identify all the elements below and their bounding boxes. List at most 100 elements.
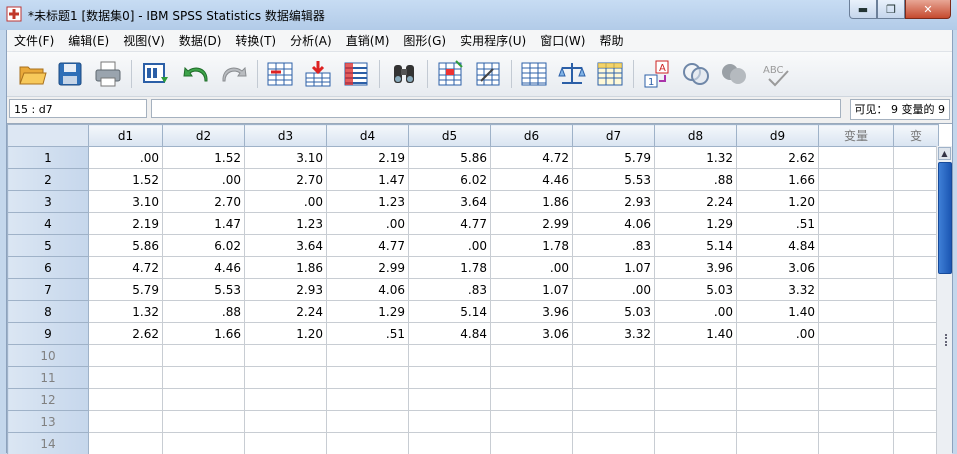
data-cell[interactable]: .00 — [409, 235, 491, 257]
empty-cell[interactable] — [737, 345, 819, 367]
column-header-d6[interactable]: d6 — [491, 125, 573, 147]
row-header[interactable]: 9 — [8, 323, 89, 345]
data-cell[interactable]: 4.46 — [163, 257, 245, 279]
empty-cell[interactable] — [655, 433, 737, 454]
spss-app-icon[interactable] — [6, 6, 22, 22]
empty-cell[interactable] — [163, 345, 245, 367]
empty-cell[interactable] — [819, 235, 894, 257]
data-cell[interactable]: 5.03 — [573, 301, 655, 323]
empty-cell[interactable] — [491, 367, 573, 389]
variables-icon[interactable] — [339, 58, 373, 90]
menu-graphs[interactable]: 图形(G) — [396, 32, 453, 49]
empty-cell[interactable] — [491, 411, 573, 433]
data-cell[interactable]: 5.86 — [409, 147, 491, 169]
data-cell[interactable]: .00 — [737, 323, 819, 345]
find-icon[interactable] — [387, 58, 421, 90]
data-cell[interactable]: 1.78 — [409, 257, 491, 279]
data-cell[interactable]: 2.62 — [737, 147, 819, 169]
row-header[interactable]: 5 — [8, 235, 89, 257]
vertical-scrollbar[interactable]: ▲ — [936, 146, 952, 454]
empty-cell[interactable] — [89, 433, 163, 454]
column-header-d9[interactable]: d9 — [737, 125, 819, 147]
column-header-d8[interactable]: d8 — [655, 125, 737, 147]
empty-cell[interactable] — [894, 169, 939, 191]
column-header-d5[interactable]: d5 — [409, 125, 491, 147]
data-cell[interactable]: 2.93 — [245, 279, 327, 301]
empty-cell[interactable] — [819, 191, 894, 213]
empty-cell[interactable] — [819, 147, 894, 169]
empty-cell[interactable] — [89, 411, 163, 433]
column-header-d4[interactable]: d4 — [327, 125, 409, 147]
cell-name-field[interactable]: 15 : d7 — [9, 99, 147, 118]
empty-cell[interactable] — [163, 367, 245, 389]
data-cell[interactable]: .88 — [163, 301, 245, 323]
data-cell[interactable]: .83 — [409, 279, 491, 301]
data-cell[interactable]: .00 — [573, 279, 655, 301]
spell-check-icon[interactable]: ABC — [759, 58, 793, 90]
menu-help[interactable]: 帮助 — [592, 32, 630, 49]
empty-cell[interactable] — [894, 213, 939, 235]
column-header-d3[interactable]: d3 — [245, 125, 327, 147]
data-cell[interactable]: .51 — [737, 213, 819, 235]
empty-cell[interactable] — [573, 345, 655, 367]
split-file-icon[interactable] — [517, 58, 551, 90]
empty-cell[interactable] — [894, 147, 939, 169]
data-cell[interactable]: .00 — [163, 169, 245, 191]
go-to-variable-icon[interactable] — [301, 58, 335, 90]
empty-cell[interactable] — [491, 389, 573, 411]
empty-cell[interactable] — [573, 389, 655, 411]
empty-cell[interactable] — [819, 301, 894, 323]
data-cell[interactable]: 1.23 — [245, 213, 327, 235]
data-cell[interactable]: 5.14 — [409, 301, 491, 323]
redo-icon[interactable] — [217, 58, 251, 90]
empty-cell[interactable] — [819, 257, 894, 279]
data-cell[interactable]: .00 — [491, 257, 573, 279]
data-cell[interactable]: 1.07 — [573, 257, 655, 279]
menu-transform[interactable]: 转换(T) — [228, 32, 283, 49]
data-cell[interactable]: 1.23 — [327, 191, 409, 213]
empty-cell[interactable] — [89, 389, 163, 411]
row-header[interactable]: 6 — [8, 257, 89, 279]
empty-cell[interactable] — [573, 433, 655, 454]
data-cell[interactable]: 1.32 — [89, 301, 163, 323]
empty-cell[interactable] — [89, 345, 163, 367]
data-cell[interactable]: 4.84 — [409, 323, 491, 345]
use-sets-icon[interactable] — [679, 58, 713, 90]
empty-cell[interactable] — [819, 411, 894, 433]
empty-cell[interactable] — [894, 257, 939, 279]
empty-cell[interactable] — [409, 345, 491, 367]
row-header[interactable]: 12 — [8, 389, 89, 411]
go-to-case-icon[interactable] — [263, 58, 297, 90]
corner-cell[interactable] — [8, 125, 89, 147]
data-cell[interactable]: 1.66 — [163, 323, 245, 345]
data-cell[interactable]: 6.02 — [163, 235, 245, 257]
empty-cell[interactable] — [245, 389, 327, 411]
data-cell[interactable]: .51 — [327, 323, 409, 345]
weight-cases-icon[interactable] — [555, 58, 589, 90]
data-cell[interactable]: 4.77 — [327, 235, 409, 257]
column-header-d7[interactable]: d7 — [573, 125, 655, 147]
empty-cell[interactable] — [245, 411, 327, 433]
close-button[interactable]: ✕ — [905, 0, 951, 19]
empty-cell[interactable] — [573, 367, 655, 389]
menu-analyze[interactable]: 分析(A) — [283, 32, 339, 49]
data-cell[interactable]: 2.93 — [573, 191, 655, 213]
data-cell[interactable]: 1.66 — [737, 169, 819, 191]
data-cell[interactable]: 1.78 — [491, 235, 573, 257]
empty-cell[interactable] — [655, 345, 737, 367]
data-cell[interactable]: .00 — [245, 191, 327, 213]
data-cell[interactable]: 4.06 — [573, 213, 655, 235]
empty-cell[interactable] — [163, 433, 245, 454]
data-cell[interactable]: 1.20 — [737, 191, 819, 213]
data-cell[interactable]: 5.14 — [655, 235, 737, 257]
data-cell[interactable]: 5.53 — [163, 279, 245, 301]
empty-cell[interactable] — [737, 411, 819, 433]
empty-cell[interactable] — [894, 323, 939, 345]
undo-icon[interactable] — [179, 58, 213, 90]
select-cases-icon[interactable] — [593, 58, 627, 90]
data-cell[interactable]: 3.96 — [655, 257, 737, 279]
data-cell[interactable]: 3.32 — [573, 323, 655, 345]
row-header[interactable]: 2 — [8, 169, 89, 191]
data-cell[interactable]: 1.40 — [655, 323, 737, 345]
empty-cell[interactable] — [491, 345, 573, 367]
